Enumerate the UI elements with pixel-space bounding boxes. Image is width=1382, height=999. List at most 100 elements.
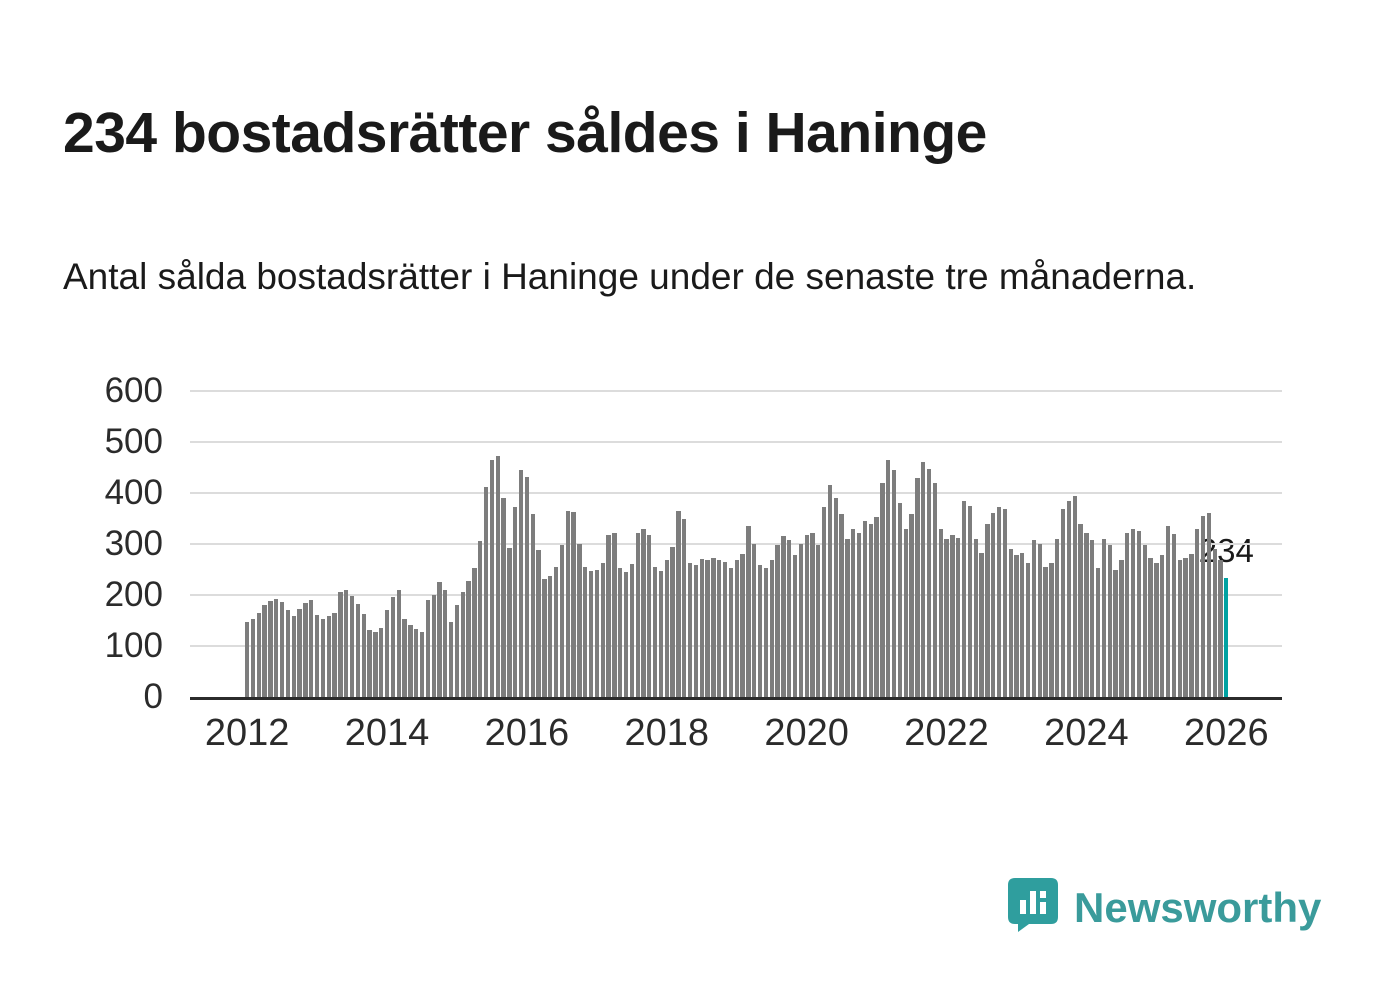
x-tick-label: 2016	[484, 712, 570, 754]
gridline	[190, 492, 1282, 494]
bar	[752, 544, 757, 697]
bar	[623, 572, 629, 697]
y-tick-label: 500	[104, 422, 163, 461]
bar	[460, 592, 465, 697]
bar	[256, 612, 261, 697]
bar	[775, 545, 780, 697]
bar	[1177, 560, 1182, 697]
bar	[454, 605, 460, 697]
bar	[1218, 560, 1223, 697]
bar	[1055, 538, 1060, 697]
x-tick-label: 2022	[904, 712, 989, 754]
bar	[804, 534, 809, 697]
bar	[1125, 532, 1130, 697]
bar	[926, 468, 932, 697]
bar	[740, 554, 745, 697]
bar	[1130, 528, 1136, 697]
bar	[1049, 563, 1054, 697]
bar	[396, 589, 401, 697]
bar	[314, 615, 320, 697]
bar	[320, 619, 326, 697]
bar	[1189, 554, 1194, 697]
bar	[571, 512, 576, 697]
bar	[798, 544, 803, 697]
bar	[874, 517, 879, 697]
bar	[466, 580, 471, 697]
bar	[1002, 509, 1007, 697]
bar	[1008, 549, 1013, 697]
gridline	[190, 390, 1282, 392]
bar	[682, 518, 687, 697]
bar	[600, 563, 605, 697]
bar	[810, 532, 815, 697]
bar	[1031, 539, 1037, 697]
x-tick-label: 2018	[624, 712, 710, 754]
bar	[1183, 558, 1188, 697]
bar	[1066, 500, 1072, 697]
bar	[816, 545, 821, 697]
bar	[1026, 563, 1031, 697]
bar	[822, 507, 827, 697]
bar	[787, 539, 792, 697]
bar	[425, 600, 430, 697]
bar	[973, 538, 978, 697]
x-tick-label: 2026	[1184, 712, 1269, 754]
bar	[693, 565, 699, 697]
bar	[1020, 553, 1025, 697]
bar	[1195, 528, 1200, 697]
bar	[728, 568, 734, 697]
bar	[1043, 566, 1048, 697]
page-title: 234 bostadsrätter såldes i Haninge	[63, 101, 987, 166]
bar	[262, 605, 267, 697]
bar	[472, 568, 477, 697]
bar	[402, 619, 407, 697]
bar	[565, 510, 570, 697]
bar	[827, 485, 833, 697]
bar	[303, 603, 308, 697]
bar	[641, 528, 646, 697]
bar	[746, 526, 751, 697]
bar	[705, 560, 710, 697]
bar	[379, 627, 384, 697]
bar	[483, 486, 489, 697]
x-tick-label: 2014	[344, 712, 430, 754]
bar	[501, 498, 506, 697]
y-tick-label: 600	[104, 371, 163, 410]
bar	[1014, 555, 1019, 697]
bar	[448, 621, 454, 697]
bar	[606, 534, 611, 697]
bar	[361, 614, 366, 697]
bar	[1136, 531, 1142, 697]
bar	[443, 589, 448, 697]
bar	[839, 514, 844, 697]
bar	[373, 631, 378, 697]
bar	[618, 568, 623, 697]
bar	[408, 624, 413, 697]
bar	[309, 600, 314, 697]
x-tick-label: 2012	[204, 712, 290, 754]
bar	[384, 610, 390, 697]
bar	[833, 498, 838, 697]
bar	[956, 537, 961, 697]
bar	[1206, 513, 1211, 697]
bar	[781, 536, 786, 697]
bar	[495, 456, 500, 697]
bar	[583, 566, 588, 697]
y-axis-labels: 0 100 200 300 400 500 600	[80, 371, 175, 716]
bar	[647, 534, 652, 697]
bar	[594, 569, 600, 697]
bar	[326, 616, 331, 697]
plot-area: 234	[190, 390, 1282, 700]
bar	[355, 604, 361, 697]
bar	[652, 566, 658, 697]
bar	[897, 503, 903, 697]
bar	[792, 555, 798, 697]
x-tick-label: 2024	[1044, 712, 1129, 754]
bar	[635, 532, 640, 697]
bar	[285, 610, 291, 697]
bar	[734, 560, 739, 697]
bar	[344, 589, 349, 697]
bar	[670, 546, 675, 697]
bar	[711, 558, 716, 697]
bar	[332, 613, 337, 697]
